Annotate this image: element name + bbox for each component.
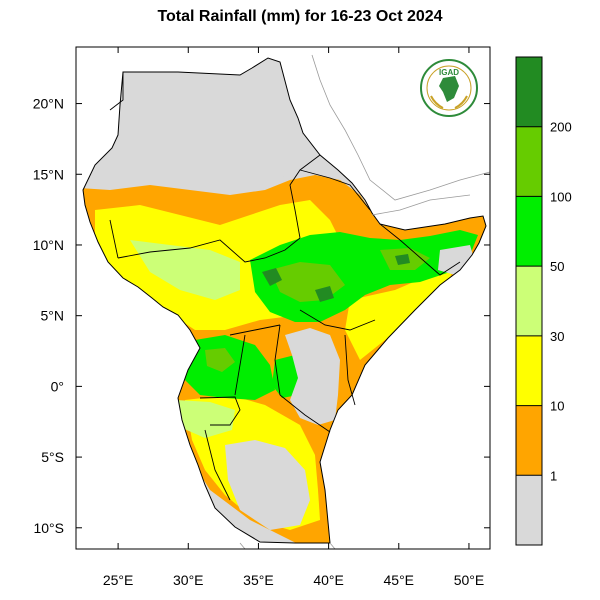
border-rwanda-burundi [199, 396, 241, 426]
x-tick-label: 25°E [103, 572, 134, 588]
border-eritrea-ethiopia [299, 169, 371, 211]
x-tick-label: 35°E [243, 572, 274, 588]
colorbar: 1 10 30 50 100 200 [515, 56, 572, 546]
coast-south [329, 542, 336, 550]
x-tick-label: 50°E [454, 572, 485, 588]
rain-band-light-green-2 [175, 400, 235, 438]
map-frame [75, 46, 491, 550]
colorbar-bin [516, 335, 542, 406]
colorbar-bin [516, 405, 542, 476]
dry-area-somalia-east [438, 245, 475, 275]
rain-band-mid-green-3 [205, 348, 235, 372]
rain-band-dark-green-1 [262, 268, 282, 286]
border-kenya-tanzania [279, 394, 331, 433]
y-tick-label: 5°S [41, 449, 64, 465]
colorbar-label: 50 [550, 259, 564, 274]
axes: 25°E 30°E 35°E 40°E 45°E 50°E 20°N 15°N 10°N 5°N 0… [33, 47, 490, 588]
border-car-sudan [109, 219, 119, 259]
border-kenya-somalia [344, 334, 356, 406]
y-tick-label: 5°N [41, 308, 65, 324]
map-title: Total Rainfall (mm) for 16-23 Oct 2024 [157, 8, 443, 25]
y-tick-label: 10°N [33, 237, 64, 253]
colorbar-bin [516, 266, 542, 336]
colorbar-label: 10 [550, 399, 564, 414]
border-sudan-ethiopia [289, 154, 321, 239]
colorbar-bin [516, 196, 542, 267]
y-tick-label: 15°N [33, 166, 64, 182]
border-uganda-drc [234, 334, 246, 396]
colorbar-outline [515, 56, 543, 546]
border-uganda-kenya [274, 324, 281, 396]
logo-africa-shape [439, 76, 459, 102]
border-ethiopia-kenya [299, 309, 376, 331]
coast-yemen [371, 194, 471, 216]
colorbar-bin [516, 475, 542, 545]
colorbar-bin [516, 57, 542, 127]
igad-logo-icon: IGAD [420, 59, 478, 117]
neighbour-coastlines [239, 54, 491, 550]
x-tick-label: 45°E [384, 572, 415, 588]
colorbar-label: 1 [550, 468, 557, 483]
rain-band-dark-green-2 [315, 286, 334, 302]
rain-band-dark-green-3 [395, 254, 410, 265]
colorbar-label: 200 [550, 120, 572, 135]
dry-area-kenya [285, 328, 340, 425]
border-sudan-south-sudan [117, 237, 301, 263]
x-tick-label: 40°E [313, 572, 344, 588]
border-south-sudan-uganda [229, 324, 281, 336]
coast-mozambique [239, 542, 246, 550]
border-drc-tanzania [204, 429, 231, 501]
dry-area-tanzania [225, 440, 310, 530]
border-sudan-egypt [109, 72, 124, 111]
y-tick-label: 10°S [33, 520, 64, 536]
colorbar-label: 100 [550, 189, 572, 204]
colorbar-bin [516, 126, 542, 197]
x-tick-label: 30°E [173, 572, 204, 588]
y-tick-label: 20°N [33, 96, 64, 112]
rain-band-somalia [345, 265, 455, 360]
colorbar-label: 30 [550, 329, 564, 344]
logo-laurel-right [454, 95, 468, 109]
border-ethiopia-somalia [379, 223, 461, 276]
dry-area-sudan-north [83, 70, 320, 185]
country-borders [109, 72, 461, 501]
logo-laurel-left [430, 95, 444, 109]
y-tick-label: 0° [51, 378, 64, 394]
coast-arabia [311, 54, 491, 201]
logo-inner-ring [426, 65, 472, 111]
logo-text: IGAD [439, 68, 459, 77]
rainfall-layer [83, 70, 486, 543]
rain-band-light-green-1 [130, 240, 240, 300]
